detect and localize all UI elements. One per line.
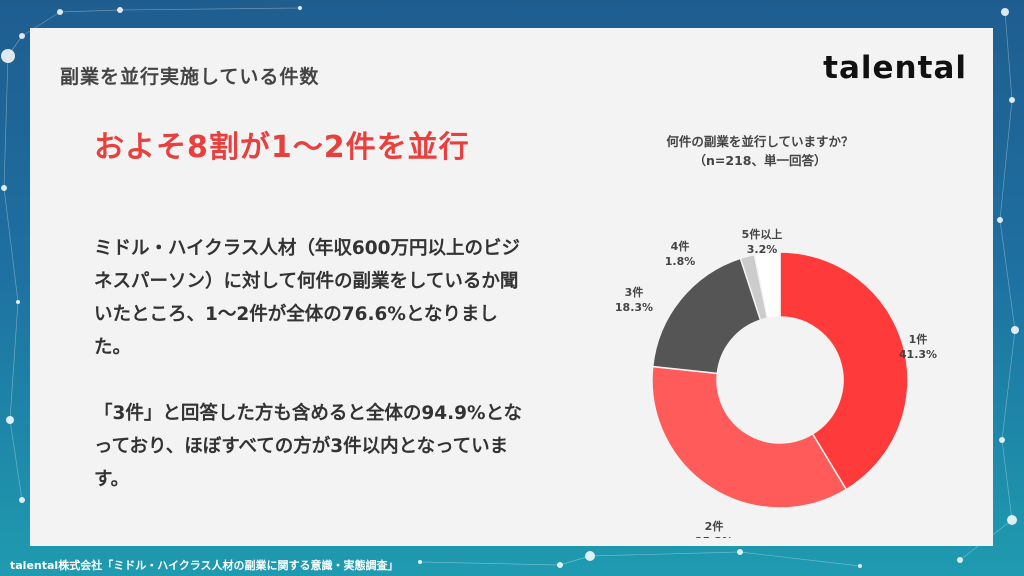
slice-label-4: 4件 [671,239,690,253]
body-paragraph-2: 「3件」と回答した方も含めると全体の94.9%となっており、ほぼすべての方が3件… [94,403,522,490]
donut-chart: 1件 41.3% 2件 35.3% 3件 18.3% 4件 1.8% 5件以上 3.2% [615,227,937,538]
chart-title-block: 何件の副業を並行していますか？ （n=218、単一回答） [610,132,910,170]
bg-dot-2 [57,9,63,15]
bg-line-12 [1001,439,1013,521]
body-text: ミドル・ハイクラス人材（年収600万円以上のビジネスパーソン）に対して何件の副業… [94,232,534,496]
bg-dot-7 [117,7,123,13]
bg-line-14 [559,555,591,566]
slice-5 [753,251,781,320]
chart-title: 何件の副業を並行していますか？ [666,134,854,149]
bg-dot-1 [19,33,25,39]
slice-value-2: 35.3% [695,535,733,538]
bg-line-10 [999,219,1016,331]
body-paragraph-1: ミドル・ハイクラス人材（年収600万円以上のビジネスパーソン）に対して何件の副業… [94,238,521,358]
bg-line-5 [9,419,23,501]
bg-dot-4 [16,300,20,304]
slice-value-4: 1.8% [665,255,696,268]
slice-3 [651,257,762,375]
slice-label-5: 5件以上 [742,227,783,241]
bg-dot-8 [298,6,302,10]
talental-logo: talental [823,50,967,86]
bg-dot-14 [1007,515,1017,525]
slice-label-1: 1件 [909,332,928,346]
bg-dot-9 [1001,8,1009,16]
bg-line-11 [1001,329,1016,441]
bg-line-4 [9,301,19,421]
chart-subtitle: （n=218、単一回答） [693,153,827,168]
bg-dot-6 [19,497,25,503]
section-title: 副業を並行実施している件数 [60,66,320,88]
slice-value-5: 3.2% [747,243,778,256]
bg-line-15 [589,551,741,557]
bg-dot-12 [1011,326,1019,334]
slice-value-1: 41.3% [899,348,937,361]
bg-line-9 [999,99,1013,221]
bg-dot-19 [858,564,862,568]
slice-value-3: 18.3% [615,301,653,314]
source-footer: talental株式会社「ミドル・ハイクラス人材の副業に関する意識・実態調査」 [10,559,399,572]
bg-line-17 [419,561,561,566]
bg-dot-3 [1,185,7,191]
slice-label-2: 2件 [705,519,724,533]
bg-dot-11 [997,217,1003,223]
bg-line-7 [119,7,301,11]
bg-dot-5 [6,416,14,424]
bg-dot-17 [557,562,563,568]
slice-label-3: 3件 [625,285,644,299]
bg-dot-20 [418,560,422,564]
slice-2 [651,365,848,509]
bg-line-8 [1004,11,1013,101]
bg-dot-0 [1,49,15,63]
bg-dot-18 [737,549,743,555]
headline: およそ8割が1〜2件を並行 [94,130,470,165]
slice-1 [779,251,909,491]
bg-dot-13 [999,437,1005,443]
bg-dot-15 [957,557,963,563]
bg-line-6 [59,9,121,13]
bg-line-1 [21,11,61,37]
bg-dot-10 [1009,97,1015,103]
content-card: 副業を並行実施している件数 talental およそ8割が1〜2件を並行 ミドル… [30,28,993,546]
bg-line-3 [3,187,19,303]
bg-line-2 [3,55,9,189]
bg-line-16 [739,551,861,567]
bg-dot-16 [585,551,595,561]
